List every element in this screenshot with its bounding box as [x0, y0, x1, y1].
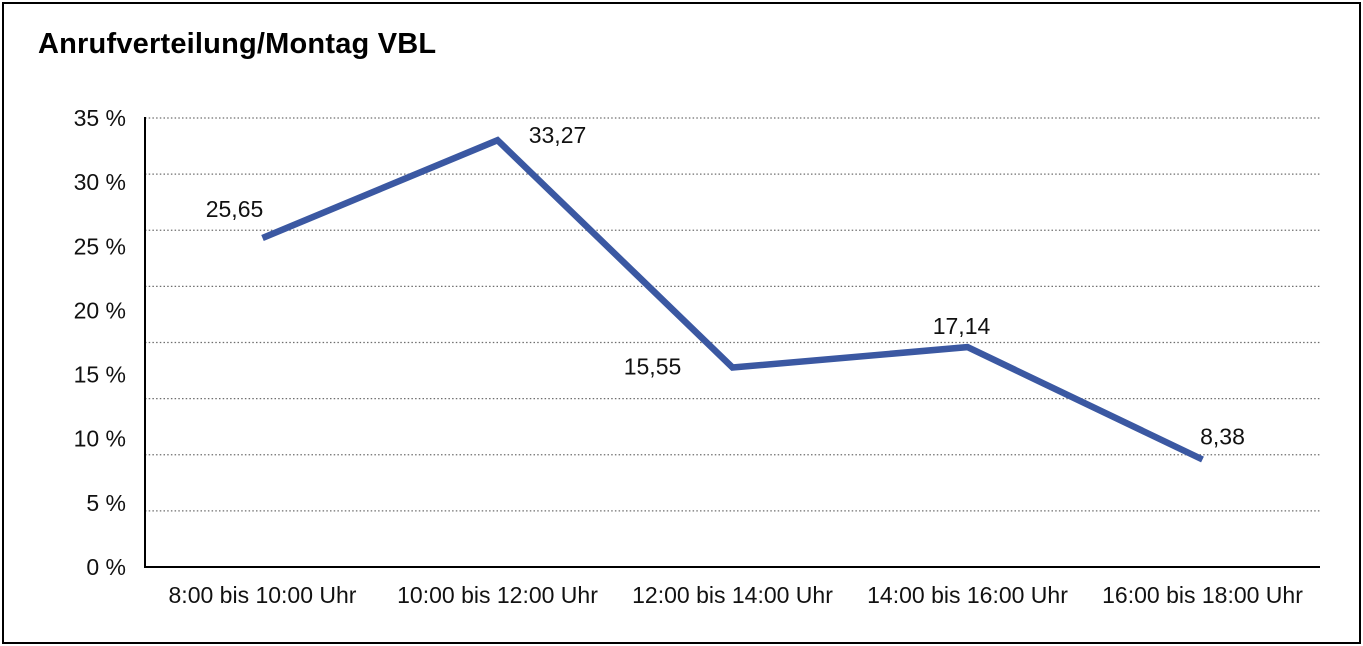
y-tick-label: 20 % [74, 297, 126, 323]
data-series-line [261, 136, 1204, 463]
y-tick-label: 0 % [86, 554, 126, 580]
x-category-label: 12:00 bis 14:00 Uhr [632, 582, 833, 608]
x-category-label: 16:00 bis 18:00 Uhr [1102, 582, 1303, 608]
x-category-label: 8:00 bis 10:00 Uhr [169, 582, 357, 608]
y-tick-label: 35 % [74, 105, 126, 131]
point-value-label: 25,65 [206, 196, 264, 222]
point-value-label: 8,38 [1200, 423, 1245, 449]
x-category-label: 14:00 bis 16:00 Uhr [867, 582, 1068, 608]
chart-title: Anrufverteilung/Montag VBL [38, 28, 437, 60]
y-tick-label: 10 % [74, 426, 126, 452]
point-value-label: 33,27 [529, 122, 587, 148]
y-tick-label: 30 % [74, 169, 126, 195]
y-tick-label: 25 % [74, 233, 126, 259]
point-value-label: 17,14 [933, 313, 991, 339]
y-tick-label: 5 % [86, 490, 126, 516]
x-category-label: 10:00 bis 12:00 Uhr [397, 582, 598, 608]
y-tick-label: 15 % [74, 362, 126, 388]
point-value-label: 15,55 [624, 354, 682, 380]
